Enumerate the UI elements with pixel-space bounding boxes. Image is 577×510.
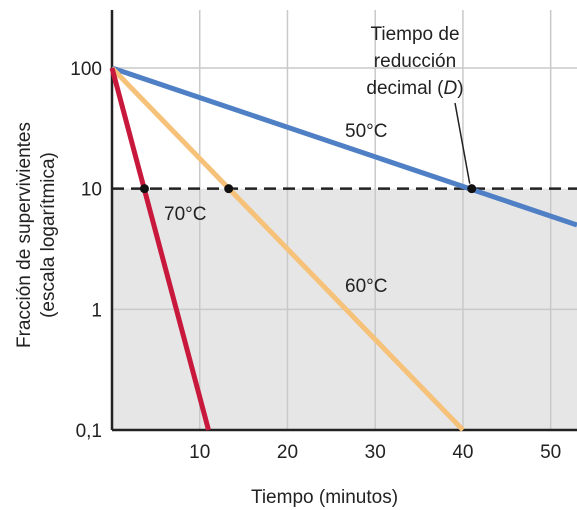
x-axis-label: Tiempo (minutos) (251, 487, 398, 508)
d-annotation: Tiempo de reducción decimal (D) (366, 24, 471, 184)
x-tick-label: 20 (277, 442, 298, 463)
series-label: 50°C (345, 121, 387, 142)
y-tick-label: 10 (81, 180, 102, 201)
series-lines (109, 65, 577, 432)
y-axis-label: Fracción de supervivientes (escala logarí… (14, 122, 59, 348)
x-tick-label: 40 (452, 442, 473, 463)
plot-background-top (112, 10, 577, 189)
y-tick-label: 100 (70, 59, 102, 80)
x-tick-label: 30 (365, 442, 386, 463)
d-points (139, 184, 477, 194)
y-tick-label: 1 (91, 300, 102, 321)
axes (110, 10, 577, 432)
series-labels: 50°C 60°C 70°C (164, 121, 387, 297)
annotation-leader (454, 102, 471, 184)
annotation-line: decimal (D) (366, 78, 463, 99)
x-tick-label: 50 (540, 442, 561, 463)
series-line-70 (109, 67, 211, 431)
series-line-50 (111, 65, 577, 228)
annotation-line: Tiempo de (370, 24, 459, 45)
d-point (467, 184, 477, 194)
series-line-60 (110, 66, 465, 432)
series-label: 60°C (345, 276, 387, 297)
y-tick-label: 0,1 (76, 421, 102, 442)
annotation-line: reducción (374, 51, 456, 72)
d-point (139, 184, 149, 194)
series-label: 70°C (164, 204, 206, 225)
d-point (224, 184, 234, 194)
tick-labels: 10 20 30 40 50 0,1 1 10 100 (70, 59, 561, 463)
x-tick-label: 10 (189, 442, 210, 463)
